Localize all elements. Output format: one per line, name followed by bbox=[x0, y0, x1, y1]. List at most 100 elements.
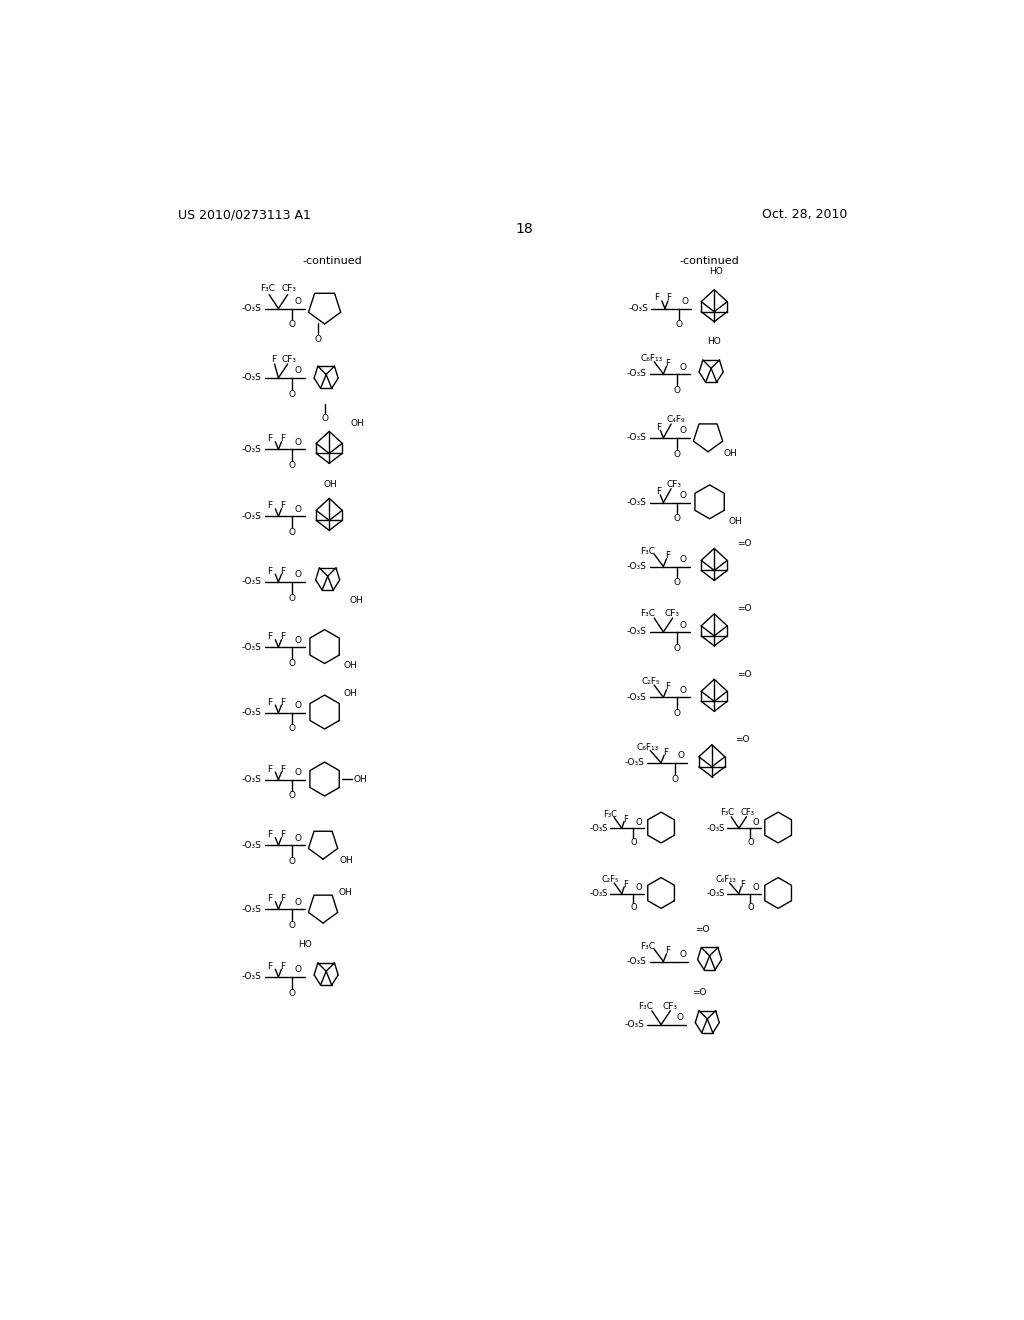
Text: F: F bbox=[267, 434, 272, 444]
Text: O: O bbox=[295, 570, 302, 579]
Text: =O: =O bbox=[737, 605, 752, 614]
Text: -O₃S: -O₃S bbox=[627, 693, 646, 702]
Text: O: O bbox=[748, 838, 754, 846]
Text: O: O bbox=[636, 817, 642, 826]
Text: -O₃S: -O₃S bbox=[628, 304, 648, 313]
Text: -O₃S: -O₃S bbox=[627, 433, 646, 442]
Text: F: F bbox=[665, 552, 670, 560]
Text: 18: 18 bbox=[516, 222, 534, 236]
Text: O: O bbox=[680, 363, 687, 371]
Text: F: F bbox=[267, 697, 272, 706]
Text: -O₃S: -O₃S bbox=[590, 824, 608, 833]
Text: =O: =O bbox=[735, 735, 750, 744]
Text: -O₃S: -O₃S bbox=[627, 957, 646, 966]
Text: O: O bbox=[677, 1014, 684, 1022]
Text: F: F bbox=[280, 434, 285, 444]
Text: CF₃: CF₃ bbox=[665, 609, 680, 618]
Text: HO: HO bbox=[709, 267, 723, 276]
Text: -O₃S: -O₃S bbox=[625, 759, 644, 767]
Text: OH: OH bbox=[343, 661, 356, 671]
Text: HO: HO bbox=[298, 940, 312, 949]
Text: O: O bbox=[630, 903, 637, 912]
Text: O: O bbox=[753, 883, 759, 892]
Text: F: F bbox=[280, 894, 285, 903]
Text: F: F bbox=[655, 422, 660, 432]
Text: -O₃S: -O₃S bbox=[625, 1020, 644, 1030]
Text: -O₃S: -O₃S bbox=[242, 775, 261, 784]
Text: CF₃: CF₃ bbox=[667, 479, 682, 488]
Text: F: F bbox=[267, 502, 272, 510]
Text: O: O bbox=[753, 817, 759, 826]
Text: OH: OH bbox=[324, 479, 338, 488]
Text: F₃C: F₃C bbox=[640, 941, 655, 950]
Text: O: O bbox=[674, 644, 681, 652]
Text: F₃C: F₃C bbox=[640, 546, 655, 556]
Text: C₆F₁₃: C₆F₁₃ bbox=[637, 743, 658, 752]
Text: F₃C: F₃C bbox=[260, 284, 274, 293]
Text: O: O bbox=[674, 450, 681, 458]
Text: -O₃S: -O₃S bbox=[242, 304, 261, 313]
Text: F: F bbox=[665, 946, 670, 956]
Text: F: F bbox=[280, 632, 285, 642]
Text: C₂F₅: C₂F₅ bbox=[602, 875, 620, 884]
Text: O: O bbox=[289, 989, 296, 998]
Text: F₃C: F₃C bbox=[603, 810, 617, 818]
Text: -O₃S: -O₃S bbox=[590, 890, 608, 898]
Text: O: O bbox=[674, 385, 681, 395]
Text: CF₃: CF₃ bbox=[282, 355, 297, 364]
Text: O: O bbox=[289, 594, 296, 602]
Text: OH: OH bbox=[728, 516, 741, 525]
Text: -O₃S: -O₃S bbox=[627, 627, 646, 636]
Text: F: F bbox=[280, 697, 285, 706]
Text: F: F bbox=[267, 632, 272, 642]
Text: =O: =O bbox=[737, 669, 752, 678]
Text: F: F bbox=[280, 764, 285, 774]
Text: C₄F₉: C₄F₉ bbox=[667, 414, 685, 424]
Text: -O₃S: -O₃S bbox=[627, 562, 646, 572]
Text: F: F bbox=[740, 880, 745, 888]
Text: OH: OH bbox=[353, 775, 367, 784]
Text: O: O bbox=[295, 438, 302, 447]
Text: O: O bbox=[748, 903, 754, 912]
Text: F: F bbox=[267, 962, 272, 970]
Text: C₂F₅: C₂F₅ bbox=[642, 677, 660, 686]
Text: OH: OH bbox=[349, 595, 362, 605]
Text: -O₃S: -O₃S bbox=[242, 445, 261, 454]
Text: O: O bbox=[295, 834, 302, 842]
Text: -O₃S: -O₃S bbox=[242, 577, 261, 586]
Text: O: O bbox=[680, 620, 687, 630]
Text: OH: OH bbox=[724, 449, 737, 458]
Text: -O₃S: -O₃S bbox=[242, 973, 261, 981]
Text: O: O bbox=[679, 950, 686, 960]
Text: OH: OH bbox=[339, 888, 352, 896]
Text: CF₃: CF₃ bbox=[282, 284, 297, 293]
Text: O: O bbox=[295, 367, 302, 375]
Text: O: O bbox=[289, 461, 296, 470]
Text: O: O bbox=[322, 414, 328, 424]
Text: O: O bbox=[636, 883, 642, 892]
Text: O: O bbox=[295, 636, 302, 645]
Text: =O: =O bbox=[694, 925, 710, 933]
Text: O: O bbox=[680, 426, 687, 436]
Text: OH: OH bbox=[340, 857, 353, 865]
Text: =O: =O bbox=[737, 539, 752, 548]
Text: -O₃S: -O₃S bbox=[242, 643, 261, 652]
Text: O: O bbox=[315, 335, 322, 343]
Text: -continued: -continued bbox=[302, 256, 362, 265]
Text: F₃C: F₃C bbox=[720, 808, 734, 817]
Text: =O: =O bbox=[692, 987, 707, 997]
Text: F: F bbox=[654, 293, 659, 302]
Text: F: F bbox=[655, 487, 660, 496]
Text: F: F bbox=[280, 962, 285, 970]
Text: OH: OH bbox=[343, 689, 356, 698]
Text: O: O bbox=[295, 965, 302, 974]
Text: -O₃S: -O₃S bbox=[707, 824, 725, 833]
Text: O: O bbox=[678, 751, 685, 760]
Text: C₆F₁₃: C₆F₁₃ bbox=[716, 875, 736, 884]
Text: F: F bbox=[267, 830, 272, 840]
Text: OH: OH bbox=[351, 418, 365, 428]
Text: O: O bbox=[295, 701, 302, 710]
Text: O: O bbox=[680, 491, 687, 500]
Text: -continued: -continued bbox=[680, 256, 739, 265]
Text: O: O bbox=[674, 515, 681, 523]
